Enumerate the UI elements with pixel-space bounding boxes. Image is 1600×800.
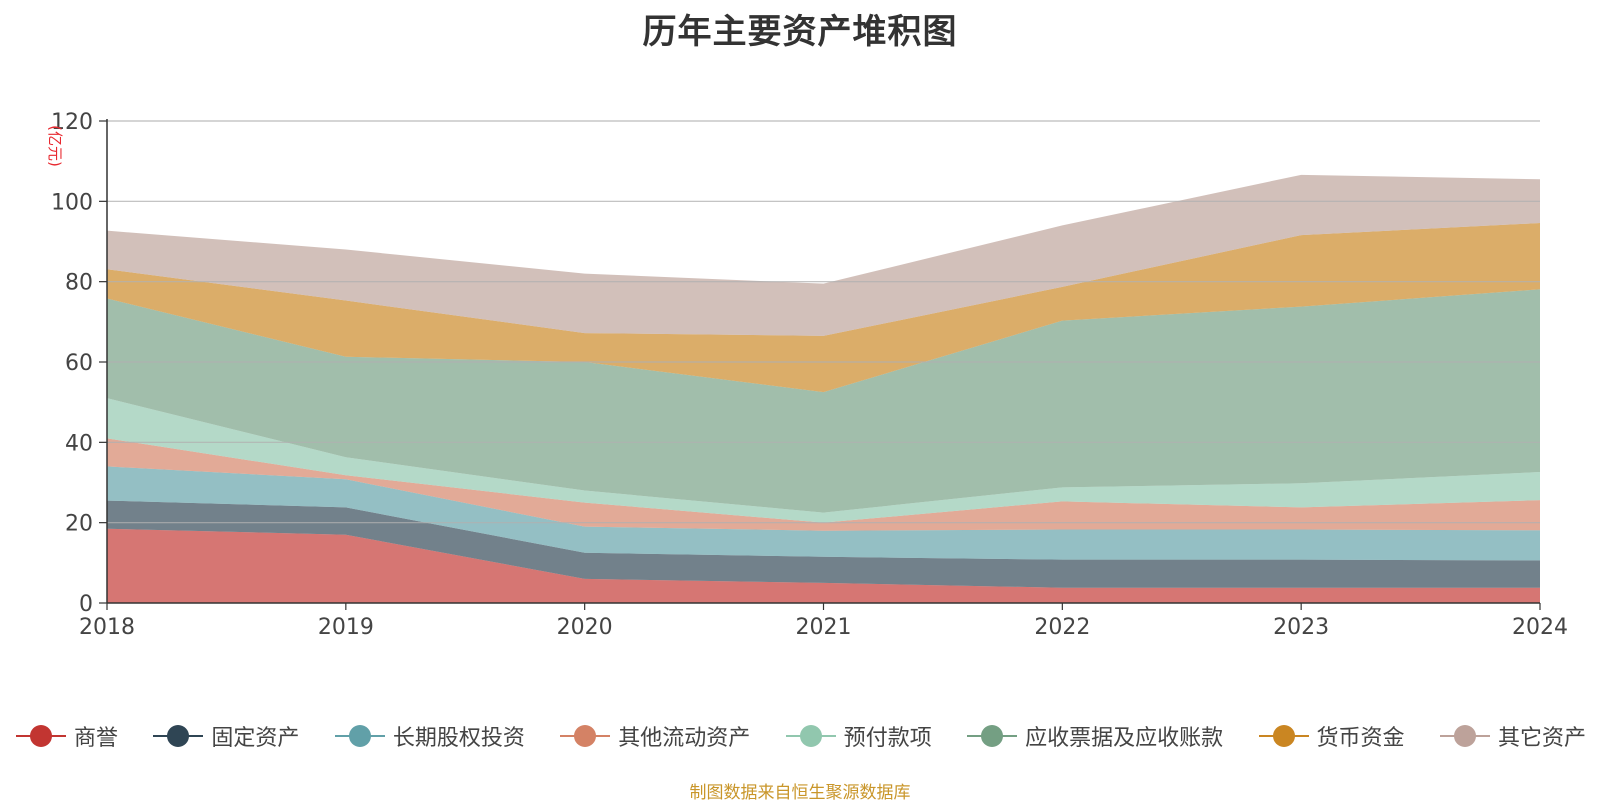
legend-item[interactable]: 货币资金	[1258, 720, 1405, 752]
legend-item[interactable]: 固定资产	[153, 720, 299, 752]
legend-label: 长期股权投资	[392, 726, 525, 751]
y-tick-label: 60	[65, 351, 93, 376]
y-tick-label: 120	[51, 110, 93, 135]
area-series-6	[107, 223, 1540, 393]
legend-label: 其它资产	[1497, 726, 1586, 751]
y-axis-unit-label: (亿元)	[46, 125, 64, 167]
y-tick-label: 20	[65, 512, 93, 537]
legend-item[interactable]: 应收票据及应收账款	[967, 720, 1223, 752]
y-tick-label: 100	[51, 190, 93, 215]
area-series-0	[107, 528, 1540, 603]
legend-item[interactable]: 其它资产	[1439, 720, 1586, 752]
source-note: 制图数据来自恒生聚源数据库	[689, 783, 911, 800]
legend-marker-icon	[16, 724, 66, 748]
y-tick-label: 0	[79, 592, 93, 617]
legend-marker-icon	[1258, 724, 1309, 748]
y-tick-label: 80	[65, 271, 93, 296]
y-tick-label: 40	[65, 431, 93, 456]
legend-item[interactable]: 长期股权投资	[334, 720, 525, 752]
x-tick-label: 2023	[1273, 615, 1329, 640]
legend-label: 应收票据及应收账款	[1025, 726, 1224, 751]
legend-marker-icon	[560, 724, 611, 748]
legend-marker-icon	[153, 724, 204, 748]
x-tick-label: 2024	[1512, 615, 1568, 640]
legend-marker-icon	[334, 724, 385, 748]
x-tick-label: 2019	[318, 615, 374, 640]
legend-item[interactable]: 商誉	[16, 720, 118, 752]
area-series-2	[107, 466, 1540, 561]
x-tick-label: 2021	[796, 615, 852, 640]
x-tick-label: 2020	[557, 615, 613, 640]
legend-label: 其他流动资产	[618, 726, 751, 751]
legend: 商誉 固定资产 长期股权投资 其他流动资产 预付款项 应收票据及应收账款 货币资金 其它资产	[16, 718, 1586, 754]
area-series-3	[107, 438, 1540, 531]
legend-marker-icon	[967, 724, 1018, 748]
legend-label: 货币资金	[1316, 726, 1405, 751]
legend-label: 预付款项	[843, 726, 932, 751]
legend-label: 固定资产	[211, 726, 300, 751]
area-series-1	[107, 500, 1540, 588]
area-series-7	[107, 174, 1540, 336]
chart-title: 历年主要资产堆积图	[642, 12, 958, 52]
area-series-5	[107, 289, 1540, 513]
legend-marker-icon	[1439, 724, 1490, 748]
legend-item[interactable]: 其他流动资产	[560, 720, 750, 752]
area-group	[107, 174, 1540, 603]
x-tick-label: 2018	[79, 615, 135, 640]
legend-item[interactable]: 预付款项	[785, 720, 932, 752]
legend-marker-icon	[785, 724, 836, 748]
legend-label: 商誉	[74, 726, 119, 751]
x-tick-label: 2022	[1034, 615, 1090, 640]
area-series-4	[107, 398, 1540, 523]
